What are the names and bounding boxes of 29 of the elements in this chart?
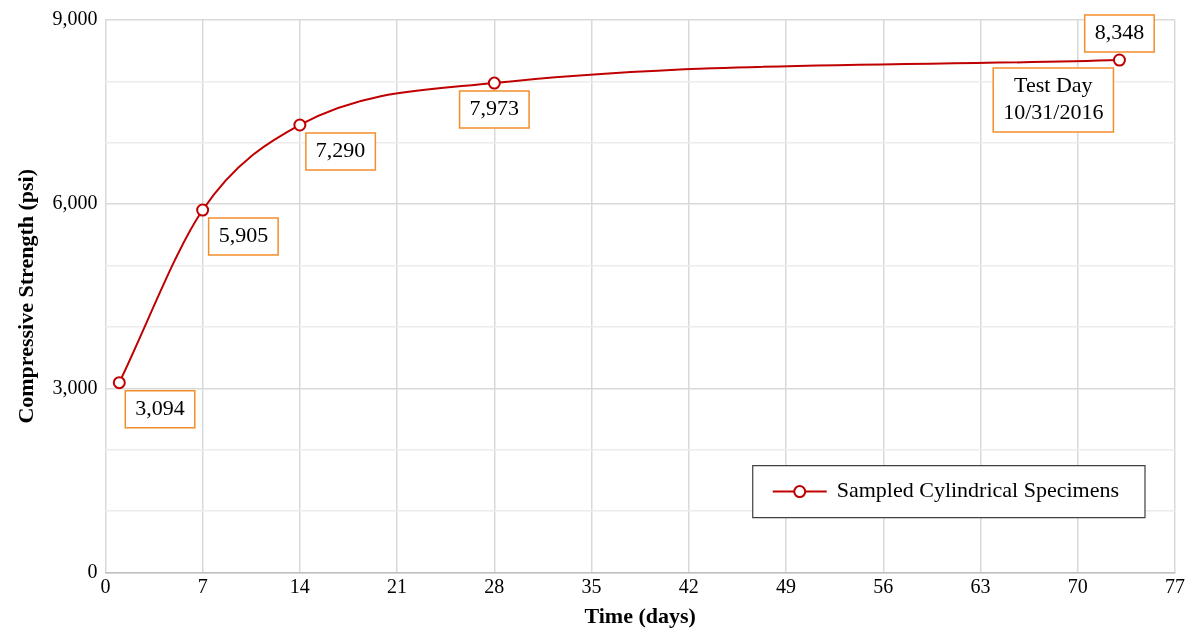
y-tick-label: 6,000 [52, 191, 98, 214]
x-tick-label: 42 [678, 574, 699, 597]
data-label: 7,290 [315, 137, 366, 163]
y-axis-title: Compressive Strength (psi) [12, 168, 38, 424]
x-tick-label: 77 [1165, 574, 1185, 597]
x-tick-label: 49 [776, 574, 797, 597]
y-tick-label: 0 [87, 559, 98, 582]
x-tick-label: 63 [970, 574, 991, 597]
point [196, 203, 210, 217]
data-label: 7,973 [469, 95, 520, 121]
x-tick-label: 7 [197, 574, 208, 597]
y-tick-label: 9,000 [52, 7, 98, 30]
x-tick-label: 21 [387, 574, 408, 597]
x-tick-label: 28 [484, 574, 505, 597]
legend-label: Sampled Cylindrical Specimens [836, 477, 1120, 503]
data-label: 3,094 [135, 394, 185, 420]
data-label: 5,905 [218, 222, 269, 248]
point [112, 376, 126, 390]
point [1112, 53, 1126, 67]
annotation: Test Day 10/31/2016 [1003, 72, 1104, 125]
y-tick-label: 3,000 [52, 375, 98, 398]
x-tick-label: 56 [873, 574, 894, 597]
x-axis-title: Time (days) [584, 603, 696, 629]
x-tick-label: 70 [1067, 574, 1088, 597]
x-tick-label: 35 [581, 574, 602, 597]
point [293, 118, 307, 132]
point [487, 76, 501, 90]
data-label: 8,348 [1094, 19, 1145, 45]
x-tick-label: 14 [289, 574, 310, 597]
